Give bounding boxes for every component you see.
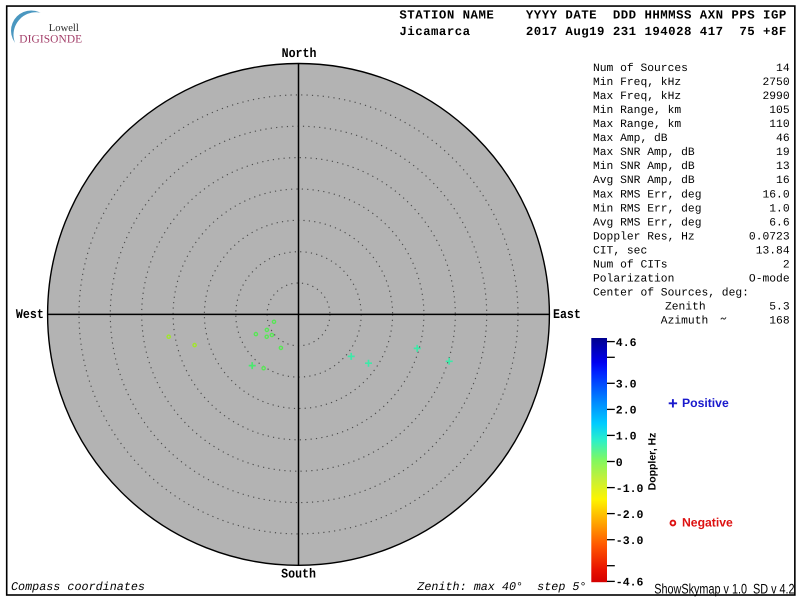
svg-text:Zenith: Zenith	[665, 301, 706, 314]
svg-text:-2.0: -2.0	[616, 509, 644, 522]
svg-text:Num of Sources 14: Num of Sources 14	[593, 62, 790, 75]
svg-text:Max SNR Amp, dB 19: Max SNR Amp, dB 19	[593, 146, 790, 159]
svg-text:Compass coordinates: Compass coordinates	[11, 580, 145, 594]
svg-text:South: South	[281, 566, 316, 581]
svg-text:1.0: 1.0	[616, 431, 637, 444]
svg-text:Avg RMS Err, deg 6.6: Avg RMS Err, deg 6.6	[593, 216, 790, 229]
svg-text:Num of CITs 2: Num of CITs 2	[593, 259, 790, 272]
svg-text:CIT, sec 13.84: CIT, sec 13.84	[593, 245, 790, 257]
svg-text:Min RMS Err, deg 1.0: Min RMS Err, deg 1.0	[593, 202, 790, 215]
svg-text:West: West	[16, 307, 44, 322]
svg-text:2.0: 2.0	[616, 405, 637, 418]
svg-text:-1.0: -1.0	[616, 483, 644, 496]
svg-text:Positive: Positive	[682, 396, 729, 410]
svg-text:STATION NAME YYYY DATE DDD: STATION NAME YYYY DATE DDD HHMMSS AXN PP…	[399, 9, 786, 23]
svg-text:DIGISONDE: DIGISONDE	[19, 34, 82, 46]
svg-text:-3.0: -3.0	[616, 535, 644, 548]
svg-text:Azimuth 168: Azimuth 168	[593, 315, 790, 328]
svg-text:Jicamarca 2017 Aug19 231: Jicamarca 2017 Aug19 231 194028 417 75 +…	[399, 25, 786, 39]
svg-text:-4.6: -4.6	[616, 577, 644, 590]
svg-text:5.3: 5.3	[593, 302, 790, 314]
svg-text:Min Freq, kHz 2750: Min Freq, kHz 2750	[593, 76, 790, 89]
svg-text:Min SNR Amp, dB 13: Min SNR Amp, dB 13	[593, 160, 790, 173]
svg-text:3.0: 3.0	[616, 379, 637, 392]
svg-text:Min Range, km 105: Min Range, km 105	[593, 104, 790, 117]
svg-text:North: North	[282, 46, 317, 61]
svg-text:Negative: Negative	[682, 515, 733, 529]
svg-text:Max RMS Err, deg 16.0: Max RMS Err, deg 16.0	[593, 188, 790, 201]
svg-text:Max Range, km 110: Max Range, km 110	[593, 118, 790, 131]
svg-text:4.6: 4.6	[616, 337, 637, 350]
svg-text:Doppler, Hz: Doppler, Hz	[646, 433, 658, 491]
svg-text:ShowSkymap v 1.0 SD v 4.2: ShowSkymap v 1.0 SD v 4.2	[654, 581, 795, 597]
svg-text:Polarization O-mode: Polarization O-mode	[593, 273, 790, 286]
svg-text:Avg SNR Amp, dB 16: Avg SNR Amp, dB 16	[593, 174, 790, 187]
svg-text:Lowell: Lowell	[49, 23, 79, 34]
svg-text:Max Amp, dB 46: Max Amp, dB 46	[593, 132, 790, 145]
svg-text:Max Freq, kHz 2990: Max Freq, kHz 2990	[593, 90, 790, 103]
svg-text:East: East	[553, 307, 581, 322]
svg-text:Zenith: max 40° step 5°: Zenith: max 40° step 5°	[416, 580, 586, 594]
svg-text:0: 0	[616, 457, 623, 470]
svg-text:Center of Sources, deg:: Center of Sources, deg:	[593, 287, 749, 300]
svg-text:Doppler Res, Hz 0.0723: Doppler Res, Hz 0.0723	[593, 230, 790, 243]
